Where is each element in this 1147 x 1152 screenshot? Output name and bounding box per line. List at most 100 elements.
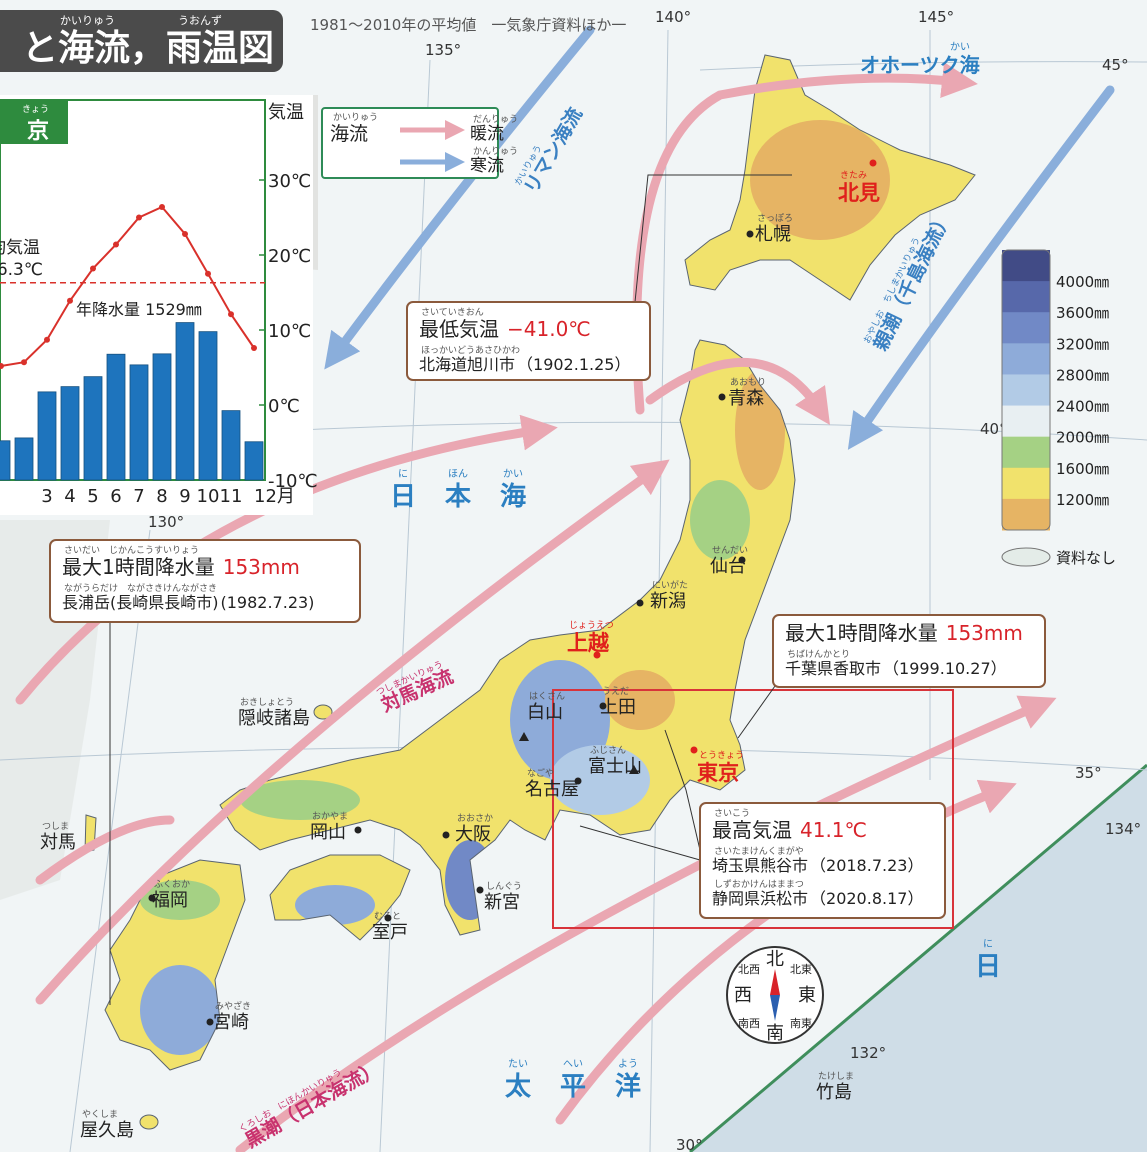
bar — [245, 442, 263, 480]
annotation: 16.3℃ — [0, 260, 43, 280]
legend-band — [1002, 281, 1050, 313]
point — [205, 271, 211, 277]
x-tick-label: 7 — [133, 486, 144, 507]
ruby: たい — [508, 1058, 528, 1070]
callout-title: 最大1時間降水量 — [62, 555, 215, 579]
x-tick-label: 11 — [220, 486, 243, 507]
ruby: きょう — [22, 104, 49, 115]
place-name: 東京 — [697, 761, 739, 785]
legend-label: 2800㎜ — [1056, 366, 1109, 384]
callout-place: 長浦岳(長崎県長崎市) — [62, 593, 219, 612]
callout-value: −41.0℃ — [507, 317, 591, 341]
ruby: おかやま — [312, 811, 348, 822]
place-name: 大阪 — [455, 824, 491, 845]
legend-label: 3600㎜ — [1056, 304, 1109, 322]
y-tick-label: 20℃ — [268, 246, 311, 267]
place-name: 新宮 — [484, 892, 520, 913]
place-name: 隠岐諸島 — [238, 708, 310, 729]
bar — [15, 438, 33, 480]
ruby: さっぽろ — [757, 213, 793, 224]
callout-date: (1982.7.23) — [221, 593, 315, 612]
legend-band — [1002, 312, 1050, 344]
legend-band — [1002, 343, 1050, 375]
compass-label: 北東 — [790, 963, 812, 976]
y-tick-label: 30℃ — [268, 171, 311, 192]
place-marker — [600, 703, 607, 710]
place-marker — [575, 778, 582, 785]
legend-label: 寒流 — [470, 156, 504, 176]
ruby: かいりゅう — [60, 14, 115, 27]
sea-name: 海 — [500, 482, 526, 512]
graticule-label: 134° — [1105, 820, 1141, 838]
point — [67, 298, 73, 304]
sea-name: 本 — [445, 482, 472, 512]
x-tick-label: 9 — [179, 486, 190, 507]
place-name: 岡山 — [310, 822, 346, 843]
y-tick-label: 10℃ — [268, 321, 311, 342]
legend-label: 資料なし — [1056, 549, 1116, 567]
ruby: たけしま — [818, 1071, 854, 1082]
legend-label: 2400㎜ — [1056, 398, 1109, 416]
x-tick-label: 3 — [41, 486, 52, 507]
page-title: と海流，雨温図 — [22, 28, 274, 69]
x-tick-label: 6 — [110, 486, 121, 507]
ruby: きたみ — [840, 170, 867, 181]
axis-label: 気温 — [268, 102, 304, 123]
callout-date: （2018.7.23） — [810, 856, 923, 875]
ruby: はくさん — [529, 691, 565, 702]
place-marker — [355, 827, 362, 834]
legend-band — [1002, 499, 1050, 531]
place-marker — [747, 231, 754, 238]
point — [159, 204, 165, 210]
compass-label: 北 — [766, 949, 784, 970]
compass-label: 南 — [766, 1023, 784, 1044]
callout-title: 最低気温 — [419, 317, 499, 341]
legend-band — [1002, 250, 1050, 282]
ruby: なごや — [527, 767, 554, 779]
legend-label: 3200㎜ — [1056, 335, 1109, 353]
point — [251, 345, 257, 351]
sea-name: 日 — [975, 952, 1001, 982]
ruby: せんだい — [712, 545, 748, 556]
callout-value: 153mm — [223, 555, 300, 579]
place-name: 屋久島 — [80, 1120, 134, 1141]
legend-title: 海流 — [330, 123, 368, 145]
y-tick-label: 0℃ — [268, 396, 300, 417]
callout-date: （1999.10.27） — [883, 659, 1007, 678]
annotation: 平均気温 — [0, 238, 40, 258]
callout-place: 千葉県香取市 — [785, 659, 881, 678]
compass-label: 北西 — [738, 963, 760, 976]
graticule-label: 130° — [148, 513, 184, 531]
callout-value: 41.1℃ — [800, 818, 867, 842]
callout-date: （1902.1.25） — [517, 355, 630, 374]
place-marker — [385, 915, 392, 922]
place-marker — [691, 747, 698, 754]
sea-name: オホーツク海 — [860, 53, 980, 77]
ruby: しんぐう — [486, 881, 522, 892]
point — [21, 359, 27, 365]
point — [228, 311, 234, 317]
ruby: に — [983, 938, 993, 950]
place-name: 青森 — [728, 388, 764, 409]
sea-name: 日 — [390, 482, 416, 512]
ruby: ふじさん — [590, 745, 626, 756]
bar — [38, 392, 56, 480]
ruby: あおもり — [730, 377, 766, 388]
callout-date: （2020.8.17） — [810, 889, 923, 908]
compass-label: 南東 — [790, 1017, 812, 1030]
place-name: 竹島 — [816, 1082, 852, 1103]
point — [44, 337, 50, 343]
bar — [199, 332, 217, 480]
ruby: よう — [618, 1058, 638, 1070]
ruby: へい — [563, 1059, 583, 1070]
point — [90, 266, 96, 272]
graticule-label: 45° — [1102, 56, 1129, 74]
callout-title: 最大1時間降水量 — [785, 621, 938, 645]
place-name: 名古屋 — [525, 779, 579, 800]
sea-name: 太 — [505, 1072, 532, 1102]
ruby: つしま — [42, 821, 69, 832]
ruby: うおんず — [178, 14, 222, 27]
sea-name: 洋 — [615, 1072, 641, 1102]
graticule-label: 35° — [1075, 764, 1102, 782]
x-tick-label: 8 — [156, 486, 167, 507]
